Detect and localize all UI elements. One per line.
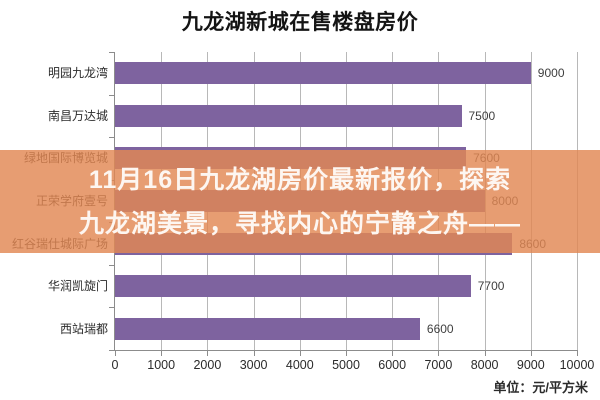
category-label: 南昌万达城 — [47, 108, 108, 123]
category-label: 华润凯旋门 — [47, 279, 108, 294]
x-tick-label: 0 — [111, 358, 119, 372]
x-tick-label: 4000 — [285, 358, 314, 372]
plot-area: 9000 7500 7600 8000 8600 7700 6600 — [115, 52, 578, 350]
x-tick-mark — [484, 351, 486, 356]
category-label: 明园九龙湾 — [47, 66, 108, 81]
x-tick-label: 1000 — [147, 358, 176, 372]
y-tick-mark — [109, 264, 114, 266]
y-tick-mark — [109, 350, 114, 351]
bar-value-label: 7700 — [477, 279, 505, 294]
y-tick-mark — [109, 94, 114, 96]
bar[interactable] — [115, 275, 471, 298]
bar-value-label: 8000 — [491, 194, 519, 208]
category-label: 西站瑞都 — [59, 321, 108, 336]
x-tick-mark — [253, 351, 255, 356]
y-tick-mark — [109, 52, 114, 53]
bar-item[interactable]: 8600 — [115, 232, 577, 255]
bar-value-label: 7500 — [468, 108, 496, 123]
category-label: 绿地国际博览城 — [23, 151, 108, 166]
x-tick-mark — [299, 351, 301, 356]
bar-item[interactable]: 7600 — [115, 147, 577, 170]
x-tick-mark — [207, 351, 209, 356]
x-tick-label: 3000 — [239, 358, 268, 372]
x-tick-mark — [161, 351, 163, 356]
bar[interactable] — [115, 190, 485, 212]
x-tick-label: 10000 — [559, 358, 595, 372]
bar-item[interactable]: 8000 — [115, 190, 577, 212]
x-tick-mark — [346, 351, 347, 356]
bar-value-label: 6600 — [426, 321, 454, 336]
x-tick-mark — [115, 351, 116, 356]
x-tick-label: 7000 — [424, 358, 453, 372]
y-tick-mark — [109, 179, 114, 181]
x-tick-label: 5000 — [332, 358, 360, 372]
y-tick-mark — [109, 222, 114, 224]
bar[interactable] — [115, 232, 513, 255]
bar[interactable] — [115, 317, 420, 340]
bar[interactable] — [115, 147, 467, 170]
x-tick-mark — [392, 351, 394, 356]
x-tick-mark — [577, 351, 578, 356]
bar-item[interactable]: 7500 — [115, 104, 577, 127]
y-tick-mark — [109, 307, 114, 309]
x-tick-label: 6000 — [378, 358, 407, 372]
unit-note: 单位：元/平方米 — [493, 380, 588, 395]
bar-value-label: 7600 — [473, 151, 500, 166]
bar[interactable] — [115, 62, 531, 85]
bar[interactable] — [115, 104, 462, 127]
category-label: 正荣学府壹号 — [35, 194, 108, 208]
x-tick-label: 8000 — [470, 358, 499, 372]
x-tick-label: 9000 — [516, 358, 545, 372]
gridline — [577, 52, 578, 350]
x-tick-label: 2000 — [193, 358, 222, 372]
bar-value-label: 8600 — [519, 236, 547, 251]
category-label: 红谷瑞仕城际广场 — [11, 236, 108, 251]
y-tick-mark — [109, 137, 114, 139]
bar-item[interactable]: 9000 — [115, 62, 577, 85]
bar-item[interactable]: 6600 — [115, 317, 577, 340]
y-axis-category-labels: 明园九龙湾南昌万达城绿地国际博览城正荣学府壹号红谷瑞仕城际广场华润凯旋门西站瑞都 — [0, 52, 108, 350]
bar-item[interactable]: 7700 — [115, 275, 577, 298]
x-tick-mark — [530, 351, 532, 356]
bar-value-label: 9000 — [537, 66, 565, 81]
chart-title: 九龙湖新城在售楼盘房价 — [181, 11, 419, 34]
x-tick-mark — [438, 351, 440, 356]
x-axis-line — [114, 350, 578, 351]
